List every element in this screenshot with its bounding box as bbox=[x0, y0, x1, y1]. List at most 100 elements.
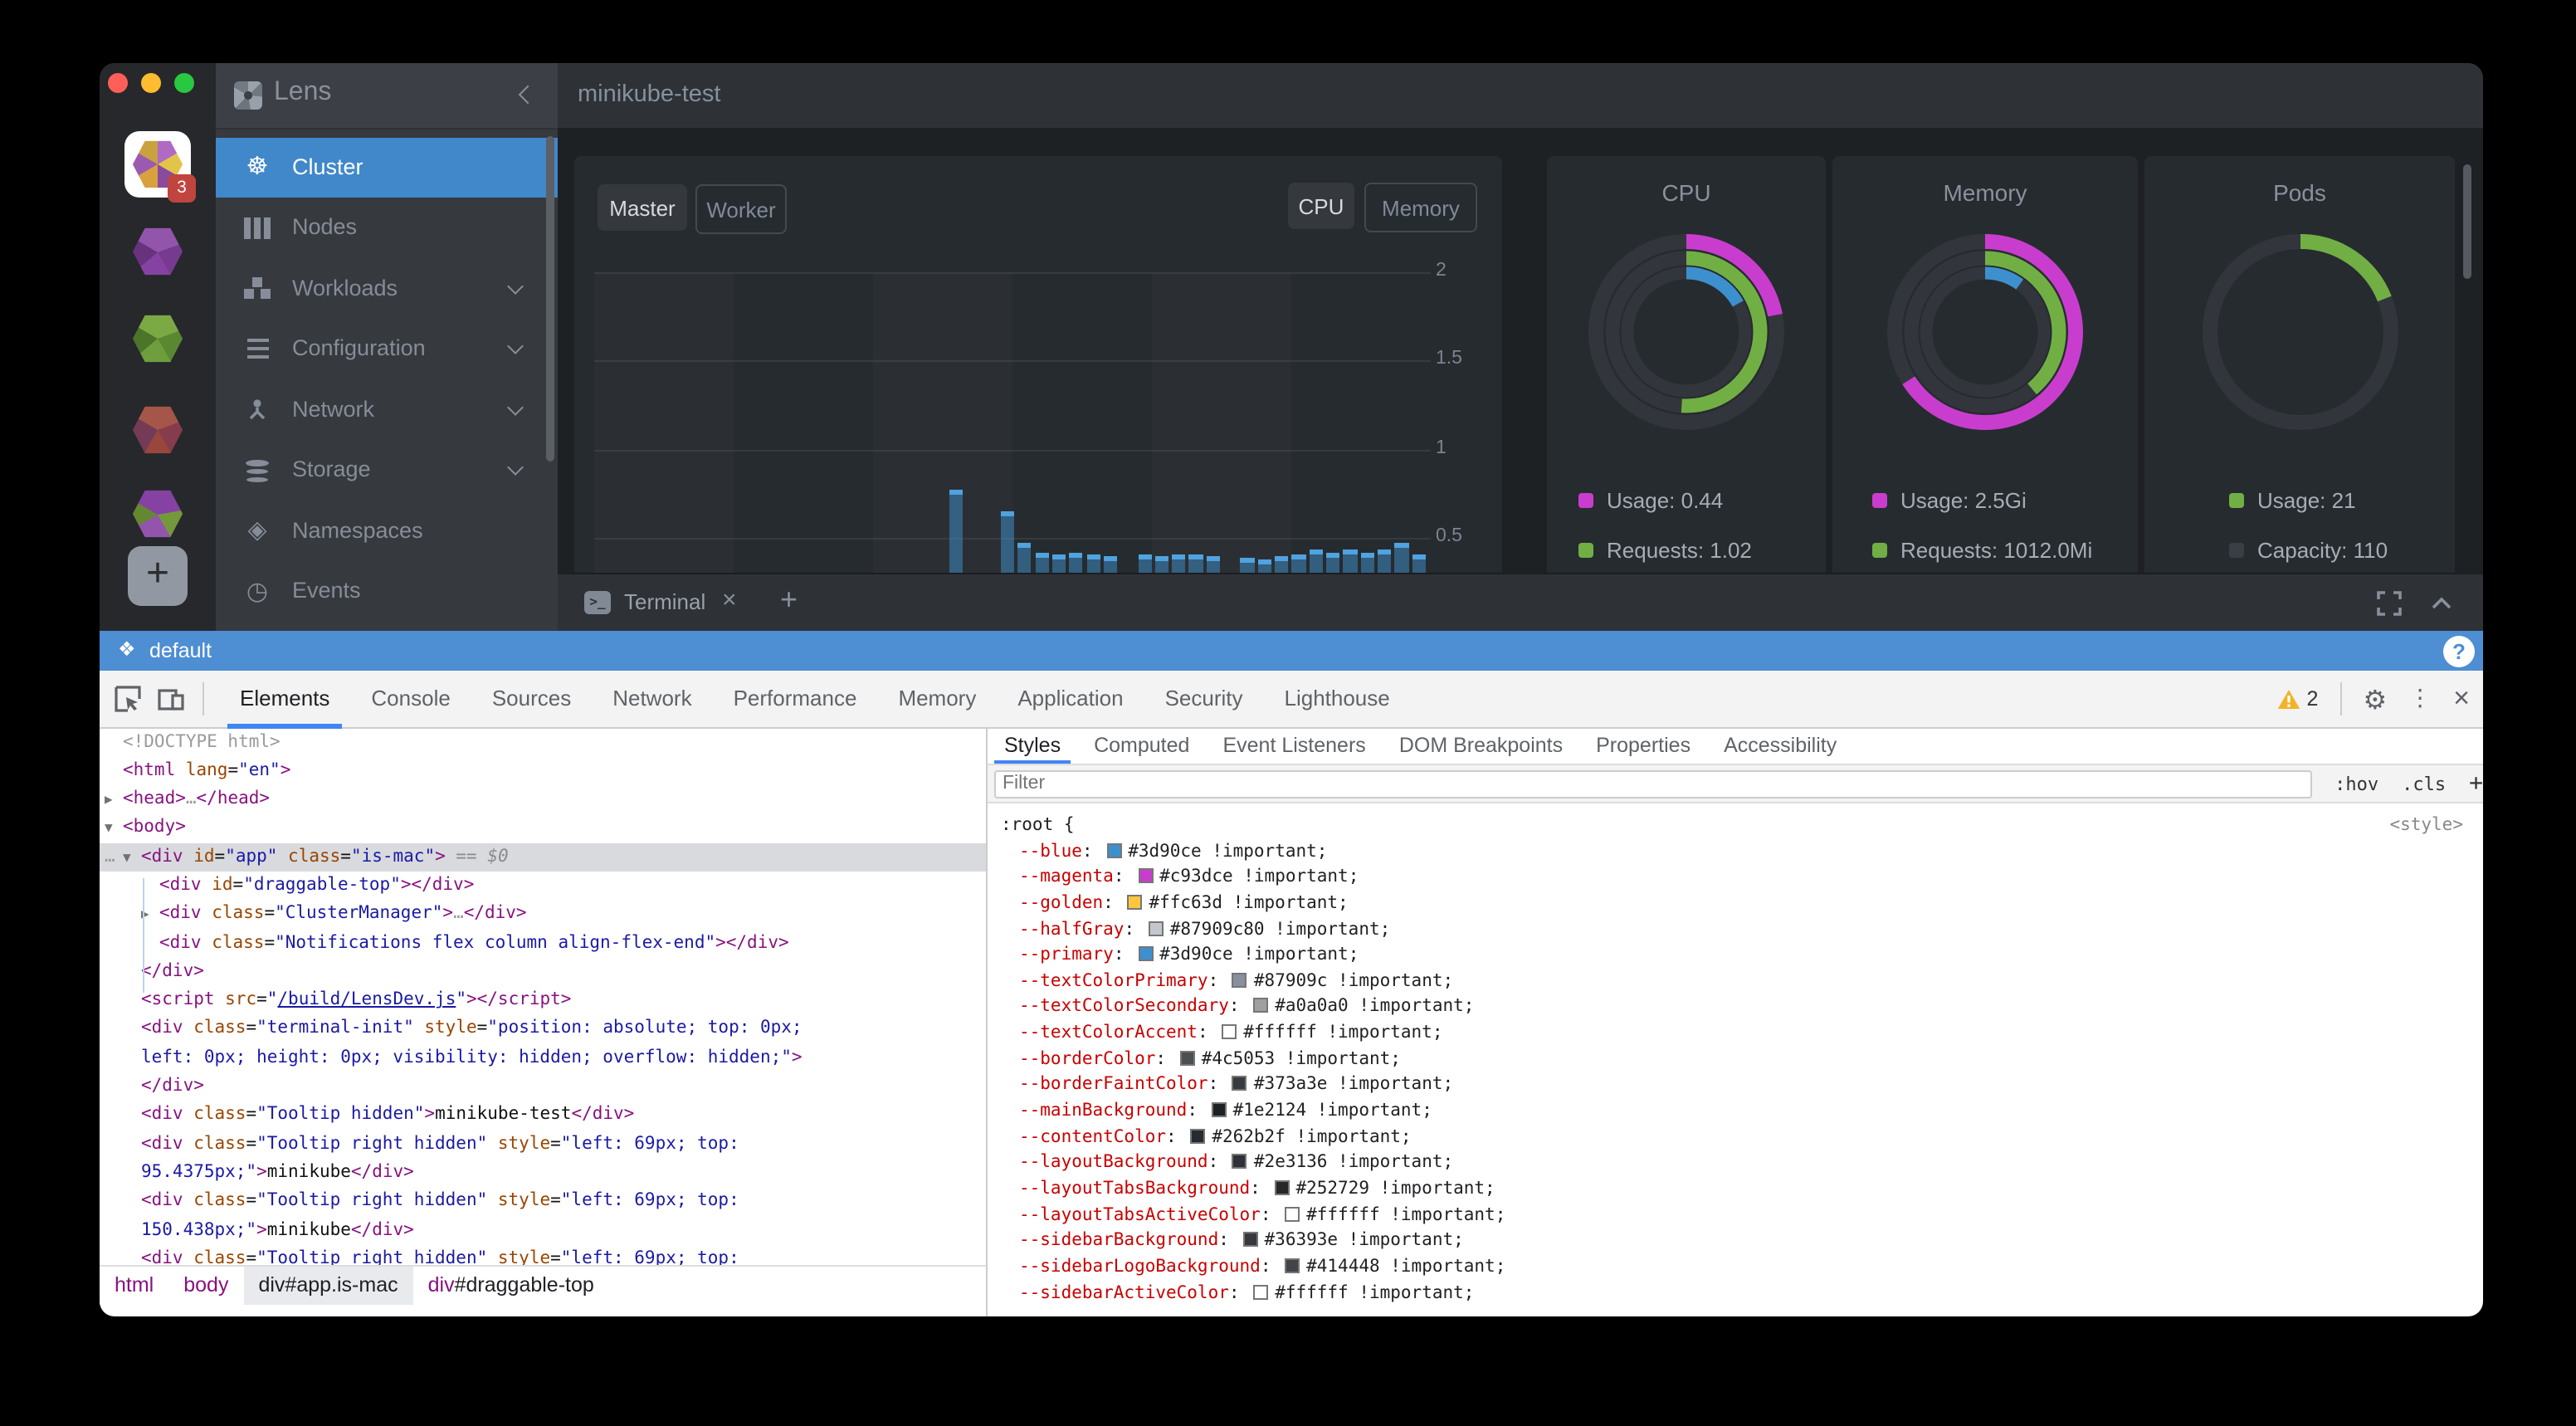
expand-arrow-icon[interactable]: ▶ bbox=[105, 792, 113, 808]
css-var-row[interactable]: --borderColor: #4c5053 !important; bbox=[988, 1048, 2483, 1073]
collapse-arrow-icon[interactable]: ▼ bbox=[105, 820, 113, 836]
css-var-row[interactable]: --sidebarActiveColor: #ffffff !important… bbox=[988, 1281, 2483, 1306]
code-line[interactable]: 150.438px;">minikube</div> bbox=[100, 1216, 986, 1245]
gear-icon[interactable]: ⚙ bbox=[2363, 683, 2388, 715]
chevron-down-icon[interactable] bbox=[507, 277, 524, 294]
css-var-row[interactable]: --layoutBackground: #2e3136 !important; bbox=[988, 1151, 2483, 1177]
code-line[interactable]: <div class="Tooltip right hidden" style=… bbox=[100, 1130, 986, 1159]
chevron-down-icon[interactable] bbox=[507, 459, 524, 476]
css-var-row[interactable]: --mainBackground: #1e2124 !important; bbox=[988, 1099, 2483, 1125]
devtools-tab-performance[interactable]: Performance bbox=[733, 686, 857, 711]
sidebar-item-events[interactable]: ◷ Events bbox=[216, 561, 558, 622]
minimize-window-button[interactable] bbox=[141, 73, 161, 93]
devtools-tab-application[interactable]: Application bbox=[1017, 686, 1124, 711]
cluster-icon[interactable] bbox=[124, 218, 191, 285]
close-window-button[interactable] bbox=[108, 73, 128, 93]
color-swatch[interactable] bbox=[1179, 1050, 1195, 1066]
kebab-menu-icon[interactable]: ⋮ bbox=[2408, 686, 2432, 713]
expand-arrow-icon[interactable]: ▶ bbox=[141, 906, 149, 922]
css-var-row[interactable]: --primary: #3d90ce !important; bbox=[988, 943, 2483, 969]
collapse-panel-icon[interactable] bbox=[2428, 591, 2455, 616]
code-line[interactable]: … ▼ <div id="app" class="is-mac"> == $0 bbox=[100, 842, 986, 872]
device-toolbar-icon[interactable] bbox=[158, 686, 184, 712]
breadcrumb-item[interactable]: html bbox=[100, 1267, 168, 1304]
code-line[interactable]: <div id="draggable-top"></div> bbox=[100, 872, 986, 901]
devtools-tab-network[interactable]: Network bbox=[612, 686, 692, 711]
chevron-down-icon[interactable] bbox=[507, 398, 524, 415]
color-swatch[interactable] bbox=[1138, 946, 1154, 962]
namespace-label[interactable]: default bbox=[149, 638, 212, 662]
cluster-icon[interactable]: 3 bbox=[124, 131, 196, 203]
zoom-window-button[interactable] bbox=[174, 73, 194, 93]
styles-tab-styles[interactable]: Styles bbox=[988, 728, 1077, 764]
gutter-ellipsis[interactable]: … bbox=[105, 846, 115, 867]
color-swatch[interactable] bbox=[1148, 921, 1164, 936]
style-source-link[interactable]: <style> bbox=[2389, 815, 2463, 835]
sidebar-item-namespaces[interactable]: ◈ Namespaces bbox=[216, 501, 558, 561]
breadcrumb-item[interactable]: div #draggable-top bbox=[413, 1267, 609, 1304]
css-var-row[interactable]: --halfGray: #87909c80 !important; bbox=[988, 917, 2483, 943]
code-line[interactable]: left: 0px; height: 0px; visibility: hidd… bbox=[100, 1044, 986, 1073]
code-line[interactable]: ▶ <head>…</head> bbox=[100, 785, 986, 814]
styles-tab-computed[interactable]: Computed bbox=[1094, 733, 1190, 756]
devtools-tab-lighthouse[interactable]: Lighthouse bbox=[1284, 686, 1390, 711]
code-line[interactable]: <div class="terminal-init" style="positi… bbox=[100, 1015, 986, 1044]
css-var-row[interactable]: --borderFaintColor: #373a3e !important; bbox=[988, 1073, 2483, 1099]
code-line[interactable]: <script src="/build/LensDev.js"></script… bbox=[100, 986, 986, 1015]
breadcrumb-item[interactable]: div#app.is-mac bbox=[243, 1267, 413, 1304]
inspect-element-icon[interactable] bbox=[115, 686, 141, 712]
class-toggle[interactable]: .cls bbox=[2402, 773, 2447, 794]
css-var-row[interactable]: --textColorSecondary: #a0a0a0 !important… bbox=[988, 995, 2483, 1021]
color-swatch[interactable] bbox=[1138, 868, 1154, 884]
color-swatch[interactable] bbox=[1285, 1206, 1300, 1222]
chevron-down-icon[interactable] bbox=[507, 338, 524, 354]
color-swatch[interactable] bbox=[1253, 998, 1269, 1013]
breadcrumb-item[interactable]: body bbox=[168, 1267, 243, 1304]
css-var-row[interactable]: --textColorAccent: #ffffff !important; bbox=[988, 1021, 2483, 1047]
style-rule-selector[interactable]: :root { bbox=[1001, 815, 1075, 835]
cluster-icon[interactable] bbox=[124, 305, 191, 372]
sidebar-item-cluster[interactable]: ☸ Cluster bbox=[216, 137, 558, 198]
sidebar-scrollbar[interactable] bbox=[546, 136, 554, 461]
collapse-sidebar-icon[interactable] bbox=[518, 85, 538, 105]
color-swatch[interactable] bbox=[1211, 1102, 1227, 1118]
code-line[interactable]: </div> bbox=[100, 1072, 986, 1101]
devtools-tab-elements[interactable]: Elements bbox=[219, 671, 350, 728]
color-swatch[interactable] bbox=[1232, 1076, 1247, 1091]
node-tab-master[interactable]: Master bbox=[598, 184, 687, 231]
sidebar-item-workloads[interactable]: Workloads bbox=[216, 258, 558, 319]
cluster-icon[interactable] bbox=[124, 481, 191, 547]
devtools-tab-console[interactable]: Console bbox=[371, 686, 451, 711]
new-style-rule-button[interactable]: + bbox=[2469, 770, 2483, 797]
metric-tab-cpu[interactable]: CPU bbox=[1288, 183, 1354, 229]
css-var-row[interactable]: --layoutTabsActiveColor: #ffffff !import… bbox=[988, 1203, 2483, 1228]
code-line[interactable]: <div class="Tooltip right hidden" style=… bbox=[100, 1245, 986, 1265]
css-var-row[interactable]: --magenta: #c93dce !important; bbox=[988, 866, 2483, 891]
color-swatch[interactable] bbox=[1106, 842, 1122, 858]
css-var-row[interactable]: --textColorPrimary: #87909c !important; bbox=[988, 969, 2483, 995]
devtools-tab-security[interactable]: Security bbox=[1164, 686, 1243, 711]
css-var-row[interactable]: --sidebarBackground: #36393e !important; bbox=[988, 1229, 2483, 1255]
css-var-row[interactable]: --layoutTabsBackground: #252729 !importa… bbox=[988, 1177, 2483, 1203]
code-line[interactable]: ▶ <div class="ClusterManager">…</div> bbox=[100, 901, 986, 930]
cluster-icon[interactable] bbox=[124, 397, 191, 463]
terminal-tab[interactable]: Terminal bbox=[624, 589, 706, 614]
code-line[interactable]: <div class="Notifications flex column al… bbox=[100, 929, 986, 958]
css-var-row[interactable]: --contentColor: #262b2f !important; bbox=[988, 1125, 2483, 1150]
color-swatch[interactable] bbox=[1242, 1232, 1258, 1248]
collapse-arrow-icon[interactable]: ▼ bbox=[123, 849, 131, 865]
styles-tab-accessibility[interactable]: Accessibility bbox=[1724, 733, 1837, 756]
sidebar-item-configuration[interactable]: Configuration bbox=[216, 319, 558, 379]
color-swatch[interactable] bbox=[1222, 1024, 1237, 1040]
css-var-row[interactable]: --blue: #3d90ce !important; bbox=[988, 839, 2483, 865]
code-line[interactable]: <div class="Tooltip hidden">minikube-tes… bbox=[100, 1101, 986, 1131]
dashboard-scrollbar[interactable] bbox=[2463, 164, 2471, 279]
node-tab-worker[interactable]: Worker bbox=[695, 184, 787, 234]
close-devtools-icon[interactable]: × bbox=[2453, 682, 2470, 715]
sidebar-item-network[interactable]: Network bbox=[216, 379, 558, 440]
styles-filter-input[interactable] bbox=[994, 769, 2312, 798]
color-swatch[interactable] bbox=[1232, 972, 1247, 988]
add-terminal-icon[interactable]: + bbox=[780, 583, 798, 616]
add-cluster-button[interactable]: + bbox=[128, 546, 188, 606]
code-line[interactable]: ▼ <body> bbox=[100, 814, 986, 843]
